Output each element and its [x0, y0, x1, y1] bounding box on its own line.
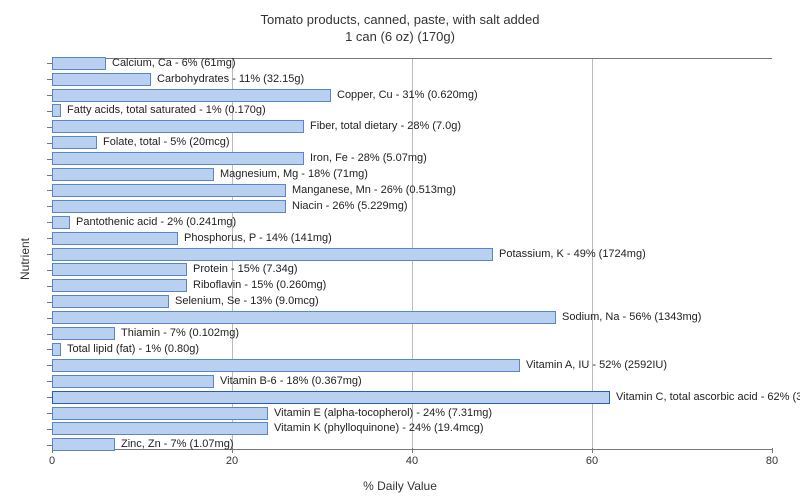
bar-label: Magnesium, Mg - 18% (71mg) [214, 168, 368, 181]
bar [52, 136, 97, 149]
bar [52, 232, 178, 245]
bar [52, 57, 106, 70]
bar-label: Vitamin E (alpha-tocopherol) - 24% (7.31… [268, 407, 492, 420]
bar [52, 375, 214, 388]
bar [52, 89, 331, 102]
bar-label: Folate, total - 5% (20mcg) [97, 136, 230, 149]
bar [52, 327, 115, 340]
bar-label: Total lipid (fat) - 1% (0.80g) [61, 343, 199, 356]
x-tick [412, 448, 413, 453]
bar [52, 152, 304, 165]
bar [52, 311, 556, 324]
bar-label: Niacin - 26% (5.229mg) [286, 200, 408, 213]
bar [52, 407, 268, 420]
bar-label: Riboflavin - 15% (0.260mg) [187, 279, 326, 292]
bar-label: Iron, Fe - 28% (5.07mg) [304, 152, 427, 165]
x-tick-label: 0 [49, 455, 55, 467]
nutrient-chart: Tomato products, canned, paste, with sal… [0, 0, 800, 500]
bar [52, 73, 151, 86]
x-tick-label: 20 [226, 455, 238, 467]
bar-label: Manganese, Mn - 26% (0.513mg) [286, 184, 456, 197]
bar [52, 422, 268, 435]
bar-label: Pantothenic acid - 2% (0.241mg) [70, 216, 236, 229]
bar-label: Copper, Cu - 31% (0.620mg) [331, 89, 478, 102]
bar [52, 438, 115, 451]
bar [52, 295, 169, 308]
bar-label: Phosphorus, P - 14% (141mg) [178, 232, 332, 245]
bar [52, 248, 493, 261]
x-axis-label: % Daily Value [0, 479, 800, 493]
bar-label: Vitamin B-6 - 18% (0.367mg) [214, 375, 362, 388]
x-tick-label: 60 [586, 455, 598, 467]
x-tick [232, 448, 233, 453]
bar-label: Selenium, Se - 13% (9.0mcg) [169, 295, 319, 308]
bar-label: Protein - 15% (7.34g) [187, 263, 298, 276]
bar-label: Carbohydrates - 11% (32.15g) [151, 73, 304, 86]
bar-label: Vitamin A, IU - 52% (2592IU) [520, 359, 667, 372]
bar [52, 263, 187, 276]
x-tick [592, 448, 593, 453]
bar-label: Fiber, total dietary - 28% (7.0g) [304, 120, 461, 133]
x-tick-label: 80 [766, 455, 778, 467]
bar-label: Thiamin - 7% (0.102mg) [115, 327, 239, 340]
chart-title: Tomato products, canned, paste, with sal… [0, 0, 800, 46]
bar-label: Vitamin C, total ascorbic acid - 62% (37… [610, 391, 800, 404]
bar-label: Fatty acids, total saturated - 1% (0.170… [61, 104, 266, 117]
x-tick [772, 448, 773, 453]
plot-area: Calcium, Ca - 6% (61mg) Carbohydrates - 1… [52, 58, 772, 450]
x-tick [52, 448, 53, 453]
bar-label: Sodium, Na - 56% (1343mg) [556, 311, 701, 324]
bar-label: Potassium, K - 49% (1724mg) [493, 248, 646, 261]
bar [52, 168, 214, 181]
bar [52, 184, 286, 197]
bar-label: Vitamin K (phylloquinone) - 24% (19.4mcg… [268, 422, 484, 435]
bar [52, 120, 304, 133]
bar [52, 279, 187, 292]
bar [52, 104, 61, 117]
chart-title-line2: 1 can (6 oz) (170g) [345, 29, 455, 44]
bar [52, 391, 610, 404]
bar [52, 216, 70, 229]
y-axis-label: Nutrient [18, 238, 32, 280]
bar-label: Zinc, Zn - 7% (1.07mg) [115, 438, 233, 451]
bar-label: Calcium, Ca - 6% (61mg) [106, 57, 235, 70]
chart-title-line1: Tomato products, canned, paste, with sal… [261, 12, 540, 27]
bar [52, 200, 286, 213]
bar [52, 359, 520, 372]
bar [52, 343, 61, 356]
x-tick-label: 40 [406, 455, 418, 467]
